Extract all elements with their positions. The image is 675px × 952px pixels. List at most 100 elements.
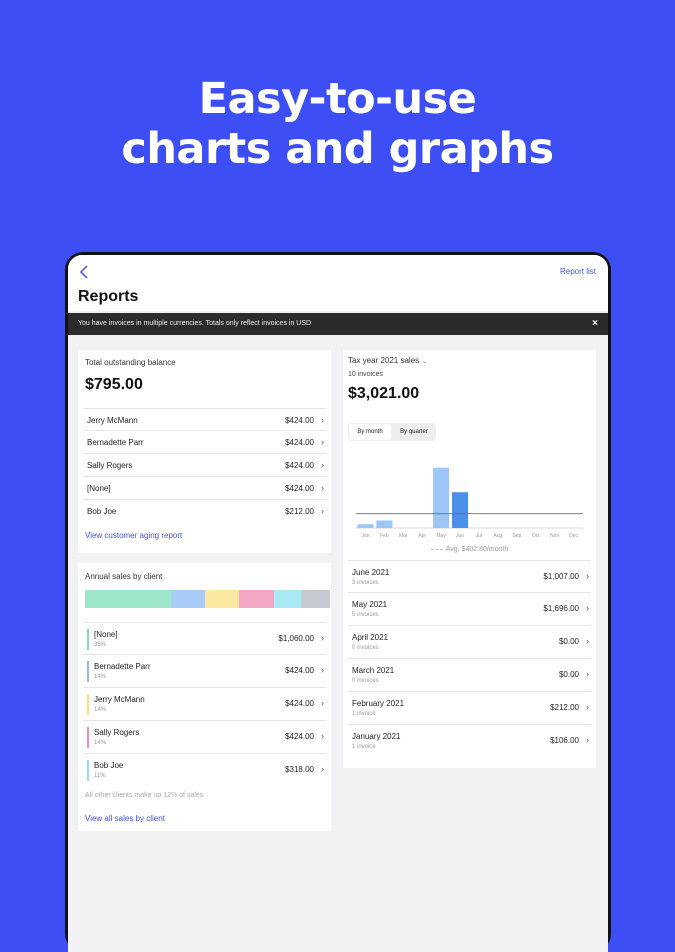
x-tick-label: Nov [550, 533, 559, 539]
chevron-right-icon: › [586, 603, 589, 613]
report-list-link[interactable]: Report list [559, 267, 596, 276]
chevron-right-icon: › [586, 735, 589, 745]
client-name: Bob Joe [87, 507, 117, 516]
month-row[interactable]: April 2021 0 invoices $0.00 › [348, 626, 591, 659]
share-segment [300, 590, 330, 608]
annual-sales-card: Annual sales by client [None] 35% $1,060… [78, 563, 331, 831]
month-row[interactable]: June 2021 3 invoices $1,007.00 › [348, 560, 591, 593]
client-name: Bernadette Parr [94, 662, 151, 671]
client-amount: $424.00 [285, 732, 314, 741]
chart-bar-jun[interactable] [452, 492, 469, 528]
chart-bar-feb[interactable] [376, 520, 393, 528]
client-color-marker [87, 629, 89, 650]
month-amount: $212.00 [550, 703, 579, 712]
client-sales-row[interactable]: Bernadette Parr 14% $424.00 › [83, 655, 326, 688]
client-share: 14% [94, 674, 107, 680]
x-tick-label: May [436, 533, 446, 539]
chart-bar-may[interactable] [433, 467, 450, 528]
balance-amount: $424.00 [285, 416, 314, 425]
month-amount: $1,696.00 [543, 604, 579, 613]
chevron-right-icon: › [321, 437, 324, 447]
client-sales-row[interactable]: Sally Rogers 14% $424.00 › [83, 721, 326, 754]
month-row[interactable]: March 2021 0 invoices $0.00 › [348, 659, 591, 692]
x-tick-label: Jul [476, 533, 482, 539]
client-color-marker [87, 760, 89, 781]
month-invoices: 0 invoices [352, 645, 379, 651]
client-share: 35% [94, 642, 107, 648]
monthly-sales-chart: Jan Feb Mar Apr May Jun Jul Aug Sep Oct Nov Dec [356, 467, 583, 539]
client-sales-row[interactable]: [None] 35% $1,060.00 › [83, 622, 326, 655]
tax-year-total: $3,021.00 [348, 385, 420, 402]
client-amount: $424.00 [285, 666, 314, 675]
close-icon[interactable]: × [592, 318, 598, 329]
average-label: Avg. $402.80/month [343, 546, 596, 553]
chevron-right-icon: › [321, 731, 324, 741]
by-month-toggle[interactable]: By month [349, 424, 391, 440]
month-invoices: 5 invoices [352, 612, 379, 618]
client-sales-row[interactable]: Jerry McMann 14% $424.00 › [83, 688, 326, 721]
client-name: Bernadette Parr [87, 438, 144, 447]
by-quarter-toggle[interactable]: By quarter [400, 429, 428, 435]
month-row[interactable]: January 2021 1 invoice $106.00 › [348, 725, 591, 758]
tax-year-label: Tax year 2021 sales [348, 356, 420, 365]
share-segment [239, 590, 274, 608]
balance-row[interactable]: Sally Rogers $424.00 › [83, 454, 326, 477]
outstanding-total: $795.00 [85, 376, 143, 393]
chevron-right-icon: › [586, 636, 589, 646]
x-tick-label: Dec [569, 533, 578, 539]
chevron-right-icon: › [321, 460, 324, 470]
headline-line-2: charts and graphs [121, 124, 554, 174]
x-tick-label: Apr [418, 533, 426, 539]
invoice-count: 10 invoices [348, 371, 384, 378]
average-text: Avg. $402.80/month [445, 546, 509, 553]
month-name: March 2021 [352, 666, 395, 675]
chevron-left-icon[interactable] [79, 265, 91, 279]
x-tick-label: Aug [493, 533, 502, 539]
x-tick-label: Oct [532, 533, 540, 539]
balance-row[interactable]: [None] $424.00 › [83, 477, 326, 500]
month-row[interactable]: February 2021 1 invoice $212.00 › [348, 692, 591, 725]
month-invoices: 1 invoice [352, 744, 376, 750]
x-tick-label: Feb [380, 533, 389, 539]
average-dash [430, 548, 443, 550]
chart-bar-jan[interactable] [357, 524, 374, 528]
chevron-right-icon: › [321, 483, 324, 493]
balance-row[interactable]: Jerry McMann $424.00 › [83, 408, 326, 431]
tax-year-selector[interactable]: Tax year 2021 sales ⌄ [348, 356, 427, 365]
client-color-marker [87, 727, 89, 748]
client-share: 14% [94, 707, 107, 713]
chevron-right-icon: › [321, 415, 324, 425]
chevron-right-icon: › [586, 669, 589, 679]
chevron-right-icon: › [321, 506, 324, 516]
other-clients-note: All other clients make up 12% of sales [85, 792, 204, 799]
all-sales-link[interactable]: View all sales by client [85, 814, 165, 823]
client-name: Sally Rogers [94, 728, 140, 737]
chevron-right-icon: › [586, 702, 589, 712]
client-name: Bob Joe [94, 761, 124, 770]
share-segment [170, 590, 206, 608]
share-segment [273, 590, 301, 608]
balance-amount: $424.00 [285, 438, 314, 447]
balance-row[interactable]: Bernadette Parr $424.00 › [83, 431, 326, 454]
client-name: Sally Rogers [87, 461, 133, 470]
client-share: 11% [94, 773, 106, 779]
month-row[interactable]: May 2021 5 invoices $1,696.00 › [348, 593, 591, 626]
x-tick-label: Sep [512, 533, 521, 539]
client-name: Jerry McMann [87, 416, 138, 425]
period-toggle: By month By quarter [348, 423, 436, 441]
x-tick-label: Mar [399, 533, 408, 539]
chevron-right-icon: › [321, 633, 324, 643]
outstanding-balance-card: Total outstanding balance $795.00 Jerry … [78, 350, 331, 553]
balance-row[interactable]: Bob Joe $212.00 › [83, 500, 326, 523]
client-amount: $1,060.00 [278, 634, 314, 643]
card-title: Total outstanding balance [85, 358, 176, 367]
chevron-right-icon: › [321, 665, 324, 675]
headline-line-1: Easy-to-use [198, 74, 477, 124]
month-amount: $0.00 [558, 670, 579, 679]
client-sales-row[interactable]: Bob Joe 11% $318.00 › [83, 754, 326, 787]
aging-report-link[interactable]: View customer aging report [85, 531, 183, 540]
month-amount: $0.00 [558, 637, 579, 646]
chevron-right-icon: › [321, 698, 324, 708]
client-amount: $424.00 [285, 699, 314, 708]
page-title: Reports [78, 288, 139, 305]
